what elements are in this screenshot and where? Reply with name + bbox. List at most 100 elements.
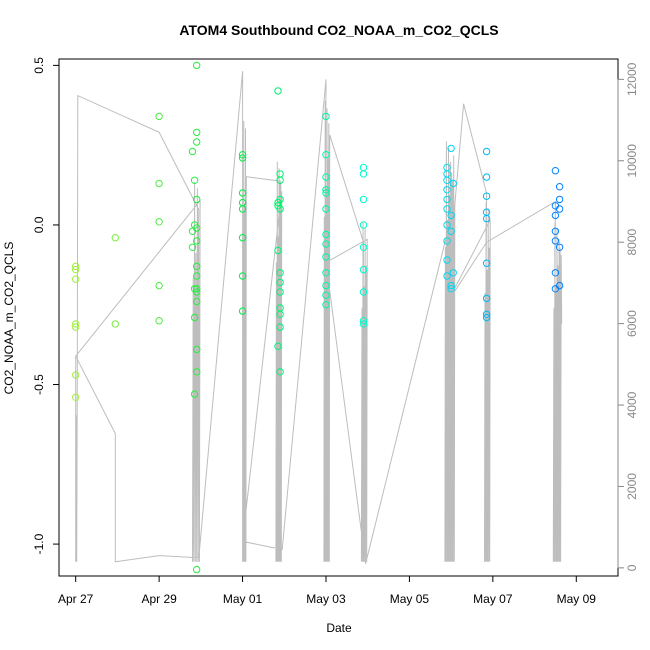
data-point [447, 211, 455, 220]
y2-tick-label: 2000 [625, 473, 639, 500]
x-tick-label: May 03 [306, 592, 346, 606]
y-axis: -1.0 -0.5 0.0 0.5 [32, 57, 60, 554]
data-point [551, 211, 560, 220]
data-point [276, 205, 284, 213]
y-tick-label: -0.5 [32, 374, 46, 395]
data-point [72, 393, 80, 401]
data-point [322, 230, 330, 239]
y2-tick-label: 6000 [625, 310, 639, 337]
data-point [447, 144, 455, 153]
x-axis-label: Date [326, 621, 352, 635]
data-point [482, 173, 491, 181]
data-point [155, 179, 163, 188]
data-point [274, 342, 282, 350]
data-point [555, 243, 564, 252]
data-point [72, 371, 80, 379]
data-point [443, 256, 451, 264]
plot-frame [58, 58, 619, 577]
data-point [555, 281, 564, 290]
data-point [322, 291, 330, 299]
data-point [359, 170, 368, 178]
data-point [155, 218, 163, 226]
y-tick-label: -1.0 [32, 533, 46, 554]
data-point [193, 61, 201, 70]
y2-tick-label: 10000 [625, 144, 639, 178]
data-point [322, 173, 330, 181]
data-point [276, 278, 284, 287]
data-point [359, 163, 368, 172]
data-point [555, 183, 564, 191]
data-point [443, 237, 451, 245]
data-point [551, 227, 560, 236]
data-point [359, 221, 368, 229]
data-point [443, 205, 451, 213]
data-point [111, 320, 120, 328]
data-point [443, 186, 451, 194]
data-point [276, 269, 284, 277]
data-point [238, 307, 247, 315]
data-point [193, 237, 201, 245]
data-point [276, 176, 284, 185]
data-point [72, 265, 80, 274]
data-point [482, 259, 491, 267]
x-tick-label: May 09 [557, 592, 597, 606]
data-point [72, 275, 80, 283]
data-point [193, 224, 201, 232]
data-point [193, 368, 201, 376]
data-point [274, 87, 282, 95]
data-point [72, 320, 80, 328]
data-point [238, 151, 247, 159]
data-point [447, 285, 455, 293]
data-point [193, 285, 201, 293]
data-point [482, 147, 491, 156]
data-point [276, 310, 284, 318]
data-point [188, 147, 197, 156]
data-point [188, 243, 197, 252]
data-point [482, 294, 491, 303]
data-point [482, 313, 491, 322]
data-point [482, 192, 491, 200]
data-point [447, 281, 455, 290]
data-point [322, 186, 330, 194]
data-point [322, 301, 330, 309]
y-axis-label: CO2_NOAA_m_CO2_QCLS [2, 242, 16, 395]
data-point [555, 195, 564, 204]
data-point [322, 269, 330, 277]
data-point [359, 317, 368, 325]
data-point [443, 272, 451, 280]
data-point [359, 195, 368, 204]
x-tick-label: May 07 [473, 592, 513, 606]
data-point [447, 227, 455, 236]
data-point [359, 243, 368, 252]
y-tick-label: 0.5 [32, 57, 46, 74]
y2-tick-label: 8000 [625, 229, 639, 256]
data-point [238, 205, 247, 213]
altitude-series [75, 71, 563, 564]
data-point [322, 240, 330, 248]
data-point [359, 265, 368, 274]
data-point [72, 323, 80, 331]
data-point [551, 167, 560, 175]
data-point [322, 151, 330, 159]
data-point [193, 262, 201, 271]
data-point [155, 317, 163, 325]
data-point [193, 195, 201, 204]
data-point [443, 176, 451, 185]
chart-title: ATOM4 Southbound CO2_NOAA_m_CO2_QCLS [179, 22, 498, 38]
data-point [238, 189, 247, 197]
data-point [276, 195, 284, 204]
data-point [322, 281, 330, 290]
data-point [359, 288, 368, 296]
data-point [276, 368, 284, 376]
data-point [111, 234, 120, 242]
x-tick-label: Apr 27 [58, 592, 94, 606]
y2-axis: 0 2000 4000 6000 8000 10000 12000 [617, 62, 639, 571]
data-point [193, 272, 201, 280]
data-point [276, 288, 284, 296]
data-point [322, 112, 330, 121]
data-point [443, 221, 451, 229]
data-point [322, 189, 330, 197]
data-point [276, 170, 284, 178]
y2-tick-label: 4000 [625, 391, 639, 418]
